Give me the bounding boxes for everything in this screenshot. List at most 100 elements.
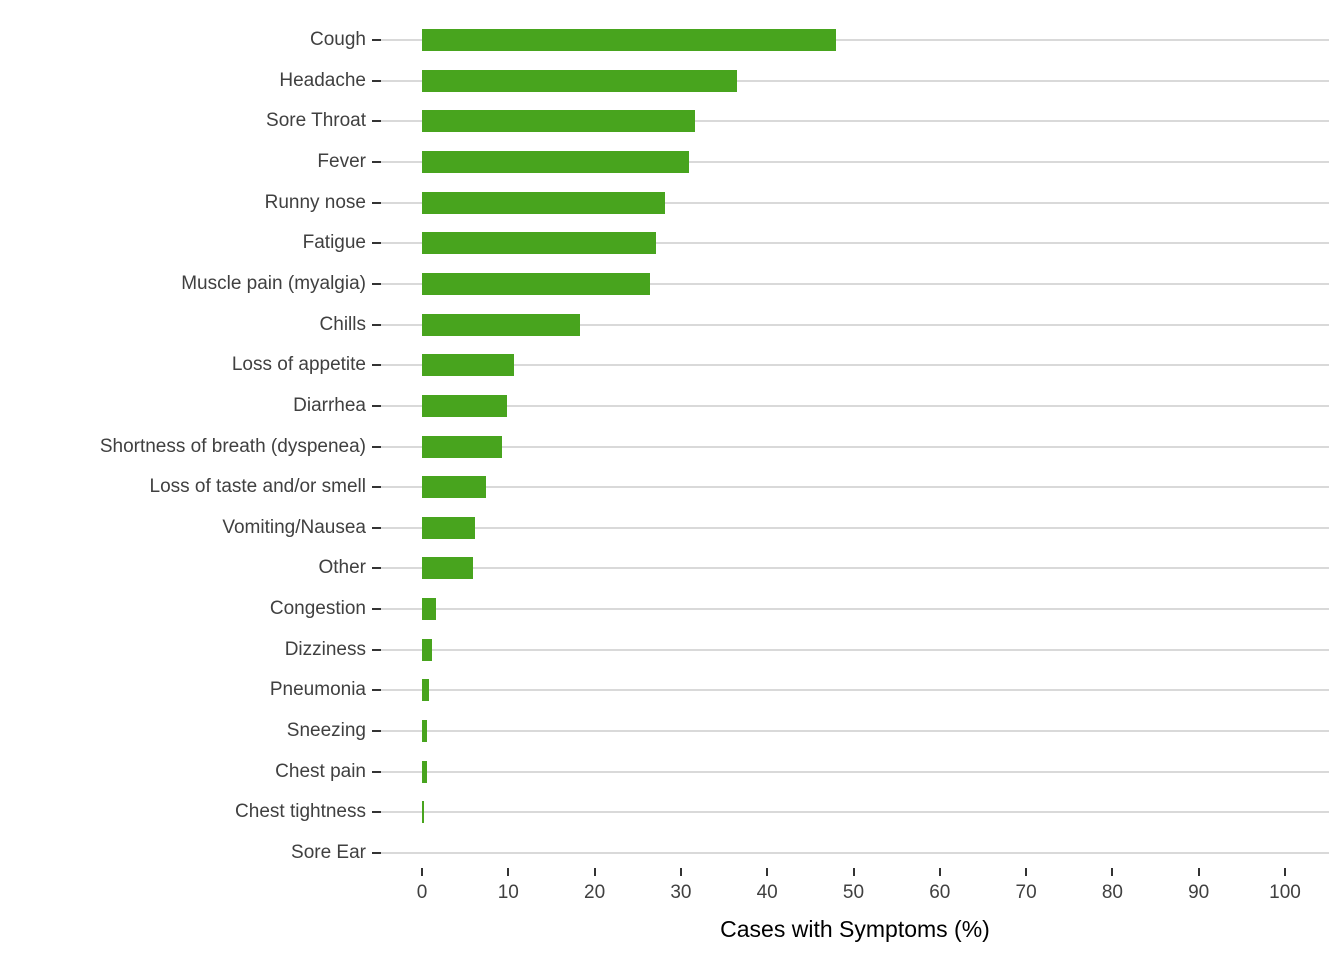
- y-tick: [372, 201, 381, 204]
- category-label: Dizziness: [284, 638, 366, 660]
- grid-line: [381, 404, 1329, 407]
- grid-line: [381, 811, 1329, 814]
- x-tick-label: 20: [584, 882, 606, 903]
- y-tick: [372, 404, 381, 407]
- x-tick: [421, 868, 423, 876]
- bar: [422, 679, 429, 702]
- grid-line: [381, 323, 1329, 326]
- grid-line: [381, 852, 1329, 854]
- y-tick: [372, 242, 381, 245]
- grid-line: [381, 160, 1329, 163]
- grid-line: [381, 364, 1329, 367]
- x-tick: [593, 868, 596, 876]
- grid-line: [381, 120, 1329, 123]
- category-label: Pneumonia: [269, 679, 366, 701]
- category-label: Muscle pain (myalgia): [181, 272, 366, 294]
- y-tick: [372, 486, 381, 489]
- y-tick: [372, 648, 381, 651]
- x-tick: [1284, 868, 1286, 876]
- bar: [422, 760, 427, 783]
- bar: [422, 354, 515, 377]
- bar: [422, 435, 503, 458]
- y-tick: [372, 567, 381, 570]
- grid-line: [381, 648, 1329, 651]
- bar: [422, 516, 475, 539]
- bar: [422, 69, 737, 92]
- category-label: Cough: [310, 29, 366, 50]
- grid-line: [381, 79, 1329, 82]
- x-tick-label: 90: [1188, 882, 1210, 903]
- x-tick-label: 40: [756, 882, 778, 903]
- category-label: Loss of taste and/or smell: [149, 476, 367, 498]
- x-tick: [766, 868, 769, 876]
- y-tick: [372, 689, 381, 692]
- x-tick-label: 50: [842, 882, 865, 903]
- bar: [422, 638, 433, 661]
- x-tick: [1111, 868, 1114, 876]
- x-tick-label: 60: [929, 882, 951, 903]
- x-tick-label: 10: [497, 882, 519, 903]
- category-label: Chest pain: [275, 760, 366, 782]
- bar: [422, 150, 689, 173]
- y-tick: [372, 79, 381, 82]
- grid-line: [381, 201, 1329, 204]
- y-tick: [372, 445, 381, 448]
- bar: [422, 394, 508, 417]
- bar: [422, 801, 424, 824]
- y-tick: [372, 364, 381, 367]
- grid-line: [381, 445, 1329, 448]
- y-tick: [372, 770, 381, 773]
- category-label: Fatigue: [302, 232, 366, 254]
- y-tick: [372, 160, 381, 163]
- category-label: Fever: [317, 150, 366, 172]
- category-label: Loss of appetite: [231, 354, 366, 376]
- y-tick: [372, 811, 381, 814]
- grid-line: [381, 486, 1329, 489]
- category-label: Chills: [319, 313, 366, 335]
- grid-line: [381, 282, 1329, 285]
- category-label: Sore Ear: [291, 842, 366, 863]
- category-label: Other: [318, 557, 366, 579]
- bar: [422, 232, 656, 255]
- grid-line: [381, 689, 1329, 692]
- x-tick: [507, 868, 510, 876]
- bar: [422, 557, 473, 580]
- category-label: Runny nose: [264, 191, 366, 213]
- x-tick: [1025, 868, 1028, 876]
- y-tick: [372, 120, 381, 123]
- category-label: Diarrhea: [293, 394, 366, 416]
- x-tick-label: 100: [1269, 882, 1301, 903]
- bar: [422, 313, 580, 336]
- bar: [422, 476, 486, 499]
- grid-line: [381, 608, 1329, 611]
- grid-line: [381, 730, 1329, 733]
- x-tick-label: 0: [416, 882, 428, 903]
- y-tick: [372, 852, 381, 854]
- bar: [422, 272, 650, 295]
- grid-line: [381, 526, 1329, 529]
- x-tick-label: 70: [1015, 882, 1037, 903]
- y-tick: [372, 608, 381, 611]
- grid-line: [381, 567, 1329, 570]
- category-label: Vomiting/Nausea: [222, 516, 366, 538]
- category-label: Headache: [279, 69, 366, 91]
- bar: [422, 598, 436, 621]
- y-tick: [372, 39, 381, 41]
- category-label: Congestion: [269, 598, 366, 620]
- y-tick: [372, 282, 381, 285]
- x-tick: [1197, 868, 1200, 876]
- y-tick: [372, 730, 381, 733]
- bar: [422, 110, 695, 133]
- x-tick-label: 80: [1101, 882, 1123, 903]
- x-axis-title: Cases with Symptoms (%): [720, 916, 990, 942]
- grid-line: [381, 39, 1329, 41]
- y-tick: [372, 323, 381, 326]
- category-label: Shortness of breath (dyspenea): [99, 435, 366, 457]
- x-tick-label: 30: [670, 882, 692, 903]
- bar: [422, 720, 427, 743]
- category-label: Sneezing: [286, 720, 366, 742]
- grid-line: [381, 770, 1329, 773]
- y-tick: [372, 526, 381, 529]
- grid-line: [381, 242, 1329, 245]
